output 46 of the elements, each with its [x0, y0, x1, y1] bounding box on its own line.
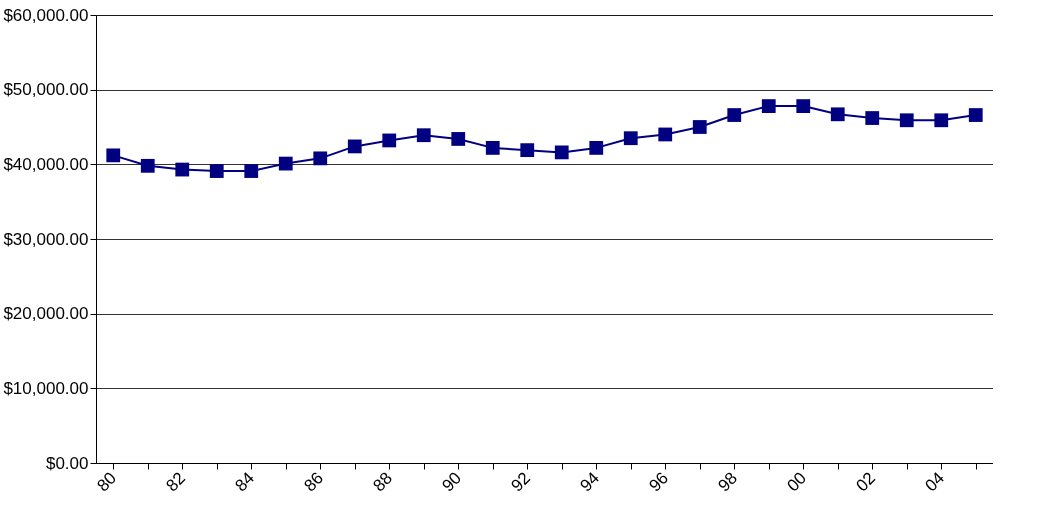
point — [244, 164, 259, 178]
point — [865, 111, 880, 125]
x-tick-label: 02 — [852, 468, 880, 496]
x-tick-label: 96 — [645, 468, 673, 496]
x-tick-label: 98 — [714, 468, 742, 496]
point — [278, 156, 293, 171]
x-tick-label: 84 — [231, 468, 259, 496]
x-tick-label: 04 — [921, 468, 949, 496]
x-tick-label: 82 — [162, 468, 190, 496]
x-tick-label: 00 — [783, 468, 811, 496]
y-tick-label: $50,000.00 — [3, 80, 89, 100]
y-tick-label: $30,000.00 — [3, 229, 89, 249]
point — [899, 113, 914, 128]
y-tick-label: $10,000.00 — [3, 378, 89, 398]
point — [416, 128, 431, 143]
point — [140, 158, 155, 173]
point — [830, 107, 845, 122]
point — [658, 127, 673, 142]
point — [623, 131, 638, 146]
point — [106, 148, 121, 163]
point — [451, 132, 466, 146]
point — [934, 113, 949, 128]
point — [796, 99, 811, 113]
point — [761, 99, 776, 113]
y-tick-label: $40,000.00 — [3, 154, 89, 174]
point — [313, 151, 328, 166]
point — [209, 164, 224, 178]
point — [175, 162, 190, 177]
point — [589, 141, 604, 155]
point — [382, 133, 397, 148]
point — [485, 141, 500, 155]
x-tick-label: 88 — [369, 468, 397, 496]
point — [727, 108, 742, 122]
x-tick-label: 92 — [507, 468, 535, 496]
x-tick-label: 86 — [300, 468, 328, 496]
x-tick-label: 80 — [93, 468, 121, 496]
x-tick-label: 94 — [576, 468, 604, 496]
y-tick-label: $0.00 — [45, 453, 89, 473]
point — [347, 139, 362, 154]
point — [968, 108, 983, 122]
x-tick-label: 90 — [438, 468, 466, 496]
point — [554, 145, 569, 160]
y-tick-label: $20,000.00 — [3, 304, 89, 324]
y-tick-label: $60,000.00 — [3, 5, 89, 25]
point — [692, 120, 707, 134]
point — [520, 143, 535, 158]
